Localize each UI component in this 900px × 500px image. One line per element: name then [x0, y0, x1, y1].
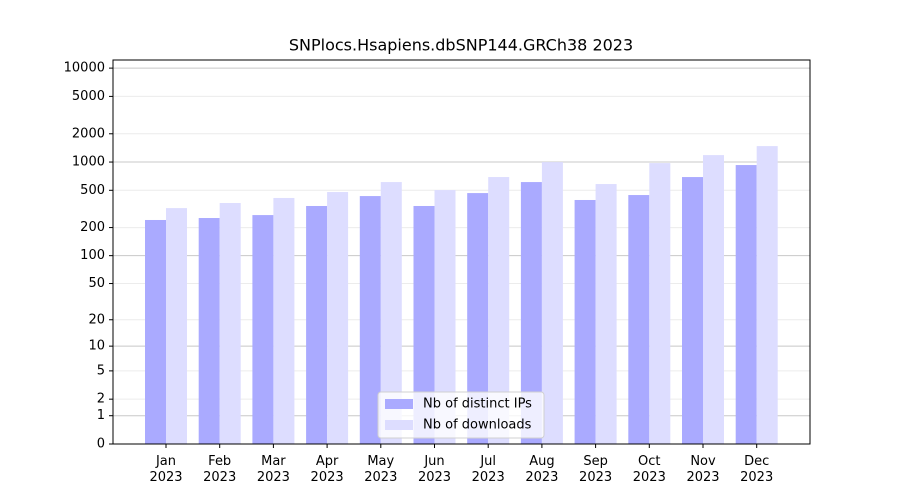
- bar: [219, 202, 241, 444]
- bar: [166, 208, 187, 444]
- y-tick-label: 200: [80, 220, 105, 235]
- y-tick-label: 500: [80, 183, 105, 198]
- bar: [306, 205, 328, 444]
- y-tick-label: 1000: [72, 155, 105, 170]
- bar: [595, 184, 617, 444]
- bar: [735, 165, 757, 444]
- bar: [574, 199, 596, 444]
- bar: [682, 177, 703, 445]
- bar: [198, 218, 220, 444]
- bar: [359, 196, 381, 444]
- y-tick-label: 2: [97, 392, 105, 407]
- x-tick-label: Jan 2023: [149, 454, 182, 485]
- bar: [488, 177, 510, 445]
- x-tick-label: Nov 2023: [686, 454, 719, 485]
- y-tick-label: 50: [88, 276, 105, 291]
- y-tick-label: 10000: [64, 61, 105, 76]
- y-tick-label: 5: [97, 363, 105, 378]
- x-tick-label: Jul 2023: [472, 454, 505, 485]
- bar: [434, 190, 456, 444]
- bar: [520, 182, 542, 444]
- y-tick-label: 5000: [72, 89, 105, 104]
- y-tick-label: 1: [97, 408, 105, 423]
- x-tick-label: Aug 2023: [525, 454, 558, 485]
- chart-title: SNPlocs.Hsapiens.dbSNP144.GRCh38 2023: [289, 36, 633, 55]
- y-tick-label: 10: [88, 339, 105, 354]
- bar: [649, 163, 671, 444]
- y-tick-label: 2000: [72, 126, 105, 141]
- x-tick-label: Feb 2023: [203, 454, 236, 485]
- x-tick-label: May 2023: [364, 454, 397, 485]
- x-tick-label: Mar 2023: [257, 454, 290, 485]
- bar: [628, 195, 650, 444]
- bar: [273, 197, 295, 444]
- x-tick-label: Jun 2023: [418, 454, 451, 485]
- bar: [756, 146, 778, 444]
- bar: [380, 182, 402, 444]
- x-tick-label: Oct 2023: [633, 454, 666, 485]
- y-tick-label: 20: [88, 312, 105, 327]
- x-tick-label: Dec 2023: [740, 454, 773, 485]
- y-tick-label: 0: [97, 437, 105, 452]
- x-tick-label: Apr 2023: [311, 454, 344, 485]
- bar: [467, 193, 489, 444]
- legend-swatch: [385, 399, 413, 409]
- legend-box: [377, 391, 545, 439]
- y-tick-label: 100: [80, 248, 105, 263]
- legend-label: Nb of distinct IPs: [423, 397, 532, 412]
- bar: [703, 155, 724, 445]
- bar: [541, 162, 563, 444]
- bar: [413, 205, 435, 444]
- plot-frame: [112, 59, 811, 445]
- legend-swatch: [385, 420, 413, 430]
- bar: [252, 215, 274, 444]
- bar: [327, 192, 349, 444]
- x-tick-label: Sep 2023: [579, 454, 612, 485]
- legend-label: Nb of downloads: [423, 418, 532, 433]
- bar: [145, 219, 166, 444]
